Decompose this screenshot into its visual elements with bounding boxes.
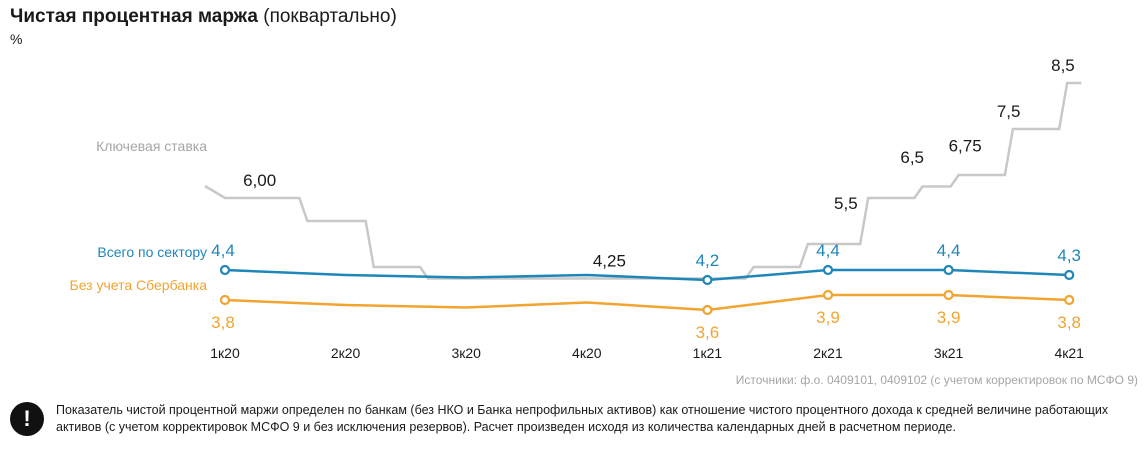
key-rate-value-label: 8,5 (1051, 56, 1075, 75)
x-tick-label: 3к20 (451, 345, 481, 361)
x-tick-label: 2к21 (813, 345, 843, 361)
labels-layer: 4,4 4,2 4,4 4,4 4,3 Всего по сектору 3,8 3,6 3,9… (70, 241, 1082, 342)
sector-series-data-label: 4,3 (1057, 246, 1081, 265)
non-sber-series-point (943, 289, 954, 301)
x-tick-label: 1к20 (210, 345, 240, 361)
x-tick-label: 3к21 (934, 345, 964, 361)
non-sber-series-point (822, 289, 834, 301)
sector-series-point (702, 274, 713, 286)
methodology-note: Показатель чистой процентной маржи опред… (56, 403, 1109, 434)
sector-series-point (822, 264, 834, 276)
non-sber-series-data-label: 3,9 (816, 308, 840, 327)
sector-series-legend-label: Всего по сектору (97, 244, 207, 260)
non-sber-series-data-label: 3,8 (211, 313, 235, 332)
sector-series-data-label: 4,2 (696, 251, 720, 270)
x-tick-label: 4к21 (1054, 345, 1084, 361)
sector-series-point (943, 264, 954, 276)
key-rate-legend-label: Ключевая ставка (96, 138, 207, 154)
x-tick-label: 4к20 (572, 345, 602, 361)
title-main: Чистая процентная маржа (10, 6, 258, 27)
series-layer (219, 264, 1075, 316)
sector-series-data-label: 4,4 (816, 241, 840, 260)
key-rate-value-label: 6,75 (949, 137, 982, 156)
key-rate-layer: 6,00 4,25 5,5 6,5 6,75 7,5 8,5 Ключевая ставка (96, 56, 1082, 280)
non-sber-series-data-label: 3,8 (1057, 313, 1081, 332)
x-tick-label: 1к21 (693, 345, 723, 361)
sector-series-point (1064, 269, 1075, 281)
non-sber-series-legend-label: Без учета Сбербанка (70, 277, 208, 293)
non-sber-series-data-label: 3,6 (696, 323, 720, 342)
exclamation-icon: ! (10, 402, 44, 436)
sector-series-line (224, 268, 1070, 282)
key-rate-value-label: 4,25 (593, 252, 626, 271)
source-note: Источники: ф.о. 0409101, 0409102 (с учет… (735, 373, 1138, 387)
key-rate-value-label: 6,5 (900, 148, 924, 167)
sector-series-data-label: 4,4 (937, 241, 961, 260)
non-sber-series-point (219, 294, 231, 306)
key-rate-line (204, 81, 1082, 280)
sector-series-point (219, 264, 231, 276)
key-rate-value-label: 7,5 (997, 102, 1021, 121)
x-tick-label: 2к20 (331, 345, 361, 361)
sector-series-data-label: 4,4 (211, 241, 235, 260)
unit-label: % (10, 31, 23, 47)
key-rate-value-label: 5,5 (834, 194, 858, 213)
non-sber-series-data-label: 3,9 (937, 308, 961, 327)
x-axis: 1к20 2к20 3к20 4к20 1к21 2к21 3к21 4к21 (210, 345, 1084, 361)
page-title: Чистая процентная маржа (поквартально) (10, 6, 397, 28)
non-sber-series-line (224, 293, 1070, 312)
title-suffix: (поквартально) (257, 6, 397, 27)
key-rate-value-label: 6,00 (243, 171, 276, 190)
non-sber-series-point (1064, 294, 1075, 306)
non-sber-series-point (702, 304, 713, 316)
